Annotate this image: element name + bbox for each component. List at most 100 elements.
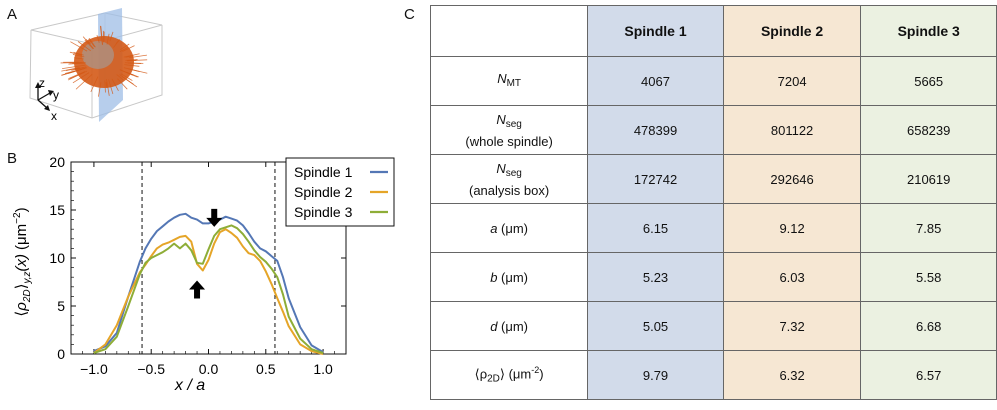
cell-n-seg-box-spindle-3: 210619 xyxy=(860,154,997,204)
microtubule-strand xyxy=(69,72,85,80)
panel-label-a: A xyxy=(7,6,18,23)
x-tick-label: 0.0 xyxy=(199,361,219,377)
z-axis-label: z xyxy=(39,76,45,90)
row-label-b: b (μm) xyxy=(429,252,589,302)
y-tick-label: 15 xyxy=(49,202,65,218)
cell-n-mt-spindle-1: 4067 xyxy=(587,56,724,106)
microtubule-strand xyxy=(77,41,91,52)
microtubule-strand xyxy=(69,51,83,56)
row-label-n-seg-whole: Nseg (whole spindle) xyxy=(429,105,589,155)
cell-n-seg-box-spindle-2: 292646 xyxy=(722,154,862,204)
cell-rho-spindle-3: 6.57 xyxy=(860,350,997,400)
arrow-up-icon xyxy=(189,280,206,299)
cell-n-mt-spindle-2: 7204 xyxy=(722,56,862,106)
header-empty-cell xyxy=(429,5,589,57)
microtubule-strand xyxy=(90,76,99,93)
microtubule-strand xyxy=(61,67,80,72)
microtubule-strand xyxy=(88,38,95,48)
chart-legend: Spindle 1 Spindle 2 Spindle 3 xyxy=(285,157,395,227)
legend-label-spindle-3: Spindle 3 xyxy=(294,204,353,220)
z-axis-arrowhead xyxy=(35,82,41,88)
header-spindle-1: Spindle 1 xyxy=(587,5,724,57)
y-tick-label: 0 xyxy=(57,346,65,362)
microtubule-strand xyxy=(84,39,94,49)
cell-b-spindle-3: 5.58 xyxy=(860,252,997,302)
row-label-n-seg-box: Nseg (analysis box) xyxy=(429,154,589,204)
cell-n-seg-box-spindle-1: 172742 xyxy=(587,154,724,204)
x-axis-line xyxy=(37,99,48,109)
y-axis-line xyxy=(37,92,51,101)
y-axis-title: ⟨ρ2D⟩y,z(x)(μm−2) xyxy=(12,207,33,316)
microtubule-strand xyxy=(62,64,86,69)
table-row-d: d (μm) 5.05 7.32 6.68 xyxy=(429,301,997,351)
legend-label-spindle-2: Spindle 2 xyxy=(294,184,353,200)
cell-a-spindle-3: 7.85 xyxy=(860,203,997,253)
microtubule-strand xyxy=(119,46,129,52)
y-axis-label: y xyxy=(53,88,59,102)
figure-canvas: z y x 0 5 10 15 20 −1.0 −0.5 0.0 0.5 1.0 x / a ⟨… xyxy=(12,8,395,394)
microtubule-strand xyxy=(74,57,84,60)
microtubule-strand xyxy=(106,33,110,45)
cell-rho-spindle-1: 9.79 xyxy=(587,350,724,400)
spindle-render xyxy=(60,25,148,97)
microtubule-strand xyxy=(96,35,100,43)
microtubule-strand xyxy=(68,71,86,80)
x-axis-title: x / a xyxy=(174,377,205,394)
legend-box xyxy=(285,157,395,227)
y-axis-arrowhead xyxy=(48,90,54,96)
microtubule-strand xyxy=(122,76,134,85)
cell-a-spindle-2: 9.12 xyxy=(722,203,862,253)
microtubule-strand xyxy=(124,64,140,67)
table-row-n-seg-whole: Nseg (whole spindle) 478399 801122 658239 xyxy=(429,105,997,155)
microtubule-strand xyxy=(109,31,114,42)
table-row-b: b (μm) 5.23 6.03 5.58 xyxy=(429,252,997,302)
microtubule-strand xyxy=(122,45,135,52)
panel-label-b: B xyxy=(7,150,18,167)
table-row-n-mt: NMT 4067 7204 5665 xyxy=(429,56,997,106)
spindle-parameters-table: Spindle 1 Spindle 2 Spindle 3 NMT 4067 7… xyxy=(429,5,997,400)
microtubule-strand xyxy=(85,38,91,45)
microtubule-strand xyxy=(123,53,140,58)
row-label-rho: ⟨ρ2D⟩ (μm-2) xyxy=(429,350,589,400)
x-tick-label: −0.5 xyxy=(137,361,165,377)
microtubule-strand xyxy=(120,73,133,81)
microtubule-strand xyxy=(111,78,119,91)
x-axis-label: x xyxy=(51,109,57,123)
microtubule-strand xyxy=(71,67,84,71)
x-axis-ticks: −1.0 −0.5 0.0 0.5 1.0 xyxy=(80,162,335,377)
microtubule-strand xyxy=(116,74,124,81)
table-row-a: a (μm) 6.15 9.12 7.85 xyxy=(429,203,997,253)
cell-n-seg-whole-spindle-3: 658239 xyxy=(860,105,997,155)
box-boundary-lines xyxy=(141,162,276,354)
spindle-highlight xyxy=(82,41,114,69)
panel-a-3d-render: z y x xyxy=(29,8,163,123)
microtubule-strand xyxy=(68,62,86,65)
microtubule-strand xyxy=(64,68,81,74)
density-profile-chart: 0 5 10 15 20 −1.0 −0.5 0.0 0.5 1.0 x / a ⟨ρ2D⟩y,… xyxy=(12,154,395,394)
microtubule-strand xyxy=(115,39,121,44)
microtubule-strand xyxy=(120,43,130,51)
series-line-spindle-3 xyxy=(93,224,324,354)
x-tick-label: 0.5 xyxy=(256,361,276,377)
header-spindle-3: Spindle 3 xyxy=(860,5,997,57)
microtubule-strand xyxy=(82,36,95,50)
y-tick-label: 5 xyxy=(57,298,65,314)
row-label-n-mt: NMT xyxy=(429,56,589,106)
cell-d-spindle-3: 6.68 xyxy=(860,301,997,351)
table-row-rho: ⟨ρ2D⟩ (μm-2) 9.79 6.32 6.57 xyxy=(429,350,997,400)
cell-b-spindle-2: 6.03 xyxy=(722,252,862,302)
series-line-spindle-1 xyxy=(93,212,324,353)
x-axis-arrowhead xyxy=(44,105,50,111)
annotation-arrows xyxy=(189,208,223,299)
microtubule-strand xyxy=(88,37,96,48)
row-label-a: a (μm) xyxy=(429,203,589,253)
microtubule-strand xyxy=(104,80,106,93)
cell-rho-spindle-2: 6.32 xyxy=(722,350,862,400)
microtubule-strand xyxy=(117,78,128,90)
microtubule-strand xyxy=(123,67,140,72)
y-tick-label: 10 xyxy=(49,250,65,266)
table-header-row: Spindle 1 Spindle 2 Spindle 3 xyxy=(429,5,997,57)
microtubule-strand xyxy=(125,55,134,58)
y-tick-label: 20 xyxy=(49,154,65,170)
cell-a-spindle-1: 6.15 xyxy=(587,203,724,253)
